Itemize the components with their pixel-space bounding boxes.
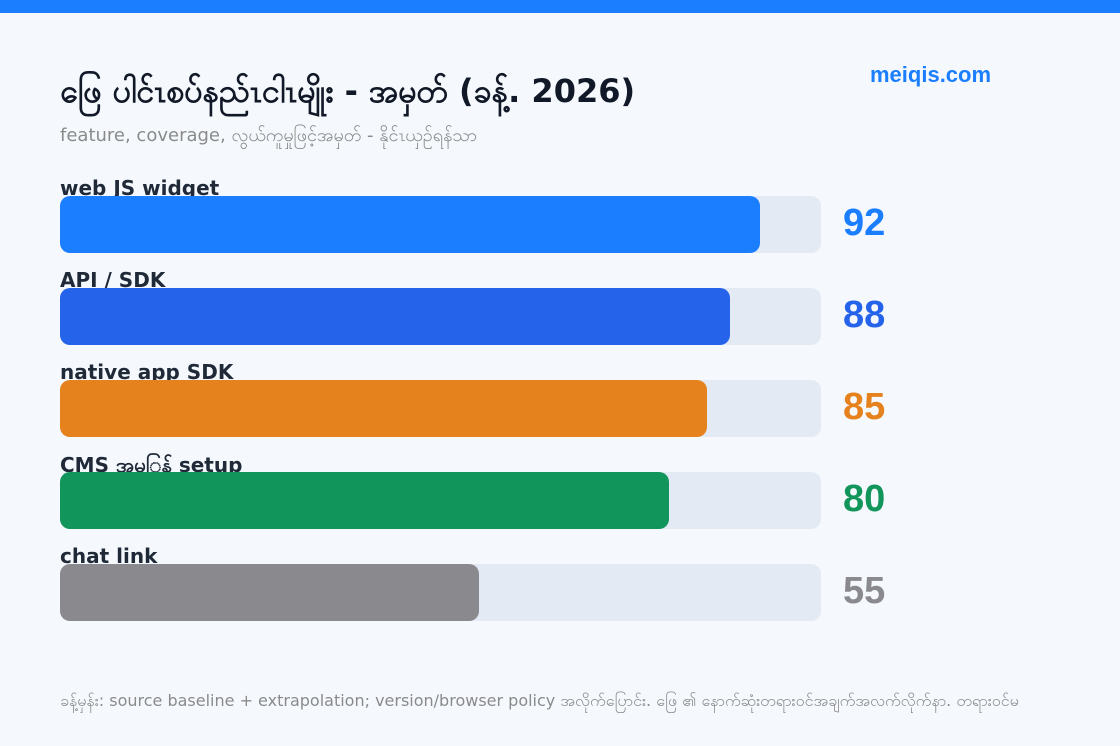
bar	[60, 564, 479, 621]
bar-value-label: 92	[843, 202, 886, 244]
bar	[60, 380, 707, 437]
page-subtitle: feature, coverage, လွယ်ကူမှုဖြင့်အမှတ် -…	[60, 125, 478, 146]
bar	[60, 196, 760, 253]
brand-logo-text[interactable]: meiqis.com	[870, 62, 992, 87]
bar	[60, 472, 669, 529]
bar-value-label: 85	[843, 386, 886, 428]
bar	[60, 288, 730, 345]
bar-value-label: 80	[843, 478, 886, 520]
bar-value-label: 88	[843, 294, 886, 336]
bar-value-label: 55	[843, 570, 886, 612]
page-title: ဖြေ ပါင်ၤစပ်နည်ၤငါၤမျိုး - အမှတ် (ခန့်. …	[60, 72, 636, 110]
footer-note: ခန့်မှန်း: source baseline + extrapolati…	[60, 691, 1019, 710]
top-accent-bar	[0, 0, 1120, 13]
